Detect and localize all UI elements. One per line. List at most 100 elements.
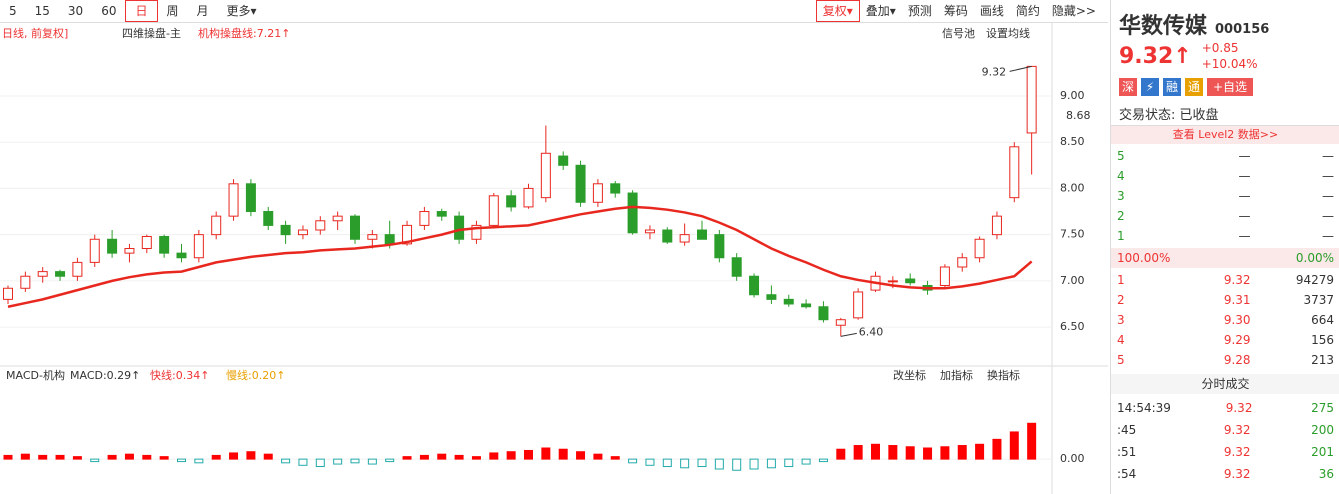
- macd-bar: [836, 448, 846, 460]
- macd-tool: 换指标: [987, 368, 1020, 382]
- y-tick-label: 9.00: [1060, 89, 1085, 102]
- macd-bar: [124, 453, 134, 460]
- macd-bar: [385, 458, 395, 463]
- macd-bar: [159, 456, 169, 460]
- y-tick-label: 6.50: [1060, 320, 1085, 333]
- macd-bar: [177, 458, 186, 463]
- macd-bar: [524, 449, 533, 460]
- macd-label: MACD-机构: [6, 368, 65, 382]
- quote-panel: 华数传媒 000156 9.32↑ +0.85 +10.04% 深 ⚡ 融通 +自选 交易状态: …: [1110, 0, 1339, 494]
- trade-row: :51 9.32 201: [1111, 442, 1339, 464]
- trade-row-cell: 14:54:39: [1117, 401, 1171, 415]
- trade-row-cell: :54: [1117, 467, 1137, 481]
- candle-body: [766, 294, 777, 300]
- macd-label: 慢线:0.20↑: [226, 368, 285, 382]
- period-button[interactable]: 30: [67, 4, 84, 18]
- candle-body: [176, 252, 187, 259]
- macd-bar: [558, 448, 568, 460]
- trade-row-cell: 275: [1311, 401, 1334, 415]
- period-button[interactable]: 日: [125, 0, 158, 22]
- macd-bar: [454, 454, 464, 460]
- candle-body: [991, 215, 1002, 236]
- trade-row-cell: 9.32: [1223, 423, 1251, 437]
- candle-body: [263, 211, 274, 226]
- sell-row-cell: —: [1322, 169, 1335, 183]
- level2-link[interactable]: 查看 Level2 数据>>: [1111, 126, 1339, 144]
- change: +0.85 +10.04%: [1202, 40, 1258, 72]
- candle-body: [506, 195, 517, 208]
- quote-header: 华数传媒 000156: [1111, 0, 1339, 39]
- macd-label: 快线:0.34↑: [150, 368, 209, 382]
- candle-body: [350, 215, 360, 240]
- badge[interactable]: +自选: [1207, 78, 1253, 96]
- sell-row-cell: 1: [1117, 229, 1125, 243]
- candle-body: [37, 271, 48, 277]
- candle-body: [714, 234, 725, 259]
- candle-body: [419, 211, 430, 226]
- tool-button[interactable]: 简约: [1015, 4, 1040, 18]
- macd-bar: [350, 458, 360, 464]
- sell-row-cell: —: [1238, 209, 1251, 223]
- tool-button[interactable]: 预测: [907, 4, 932, 18]
- macd-bar: [55, 454, 65, 460]
- candle-body: [558, 155, 569, 166]
- buy-row-cell: 2: [1117, 293, 1125, 307]
- period-button[interactable]: 5: [9, 4, 17, 18]
- candle-body: [20, 275, 31, 289]
- toolbar-tools: 复权▾ 叠加▾ 预测 筹码 画线 简约 隐藏>>: [815, 0, 1102, 22]
- chart: 日线, 前复权] 四维操盘-主 机构操盘线:7.21↑ 信号池 设置均线 8.68 6.50…: [0, 22, 1108, 494]
- trades-title: 分时成交: [1111, 374, 1339, 394]
- period-button[interactable]: 60: [101, 4, 117, 18]
- candle-body: [89, 238, 100, 263]
- macd-bar: [20, 453, 30, 460]
- macd-bar: [940, 446, 950, 460]
- hover-price: 8.68: [1066, 109, 1091, 122]
- badge: 融: [1163, 78, 1181, 96]
- tool-button[interactable]: 筹码: [943, 4, 968, 18]
- stock-code: 000156: [1215, 22, 1270, 37]
- period-button[interactable]: 月: [196, 4, 209, 18]
- candle-body: [159, 235, 170, 254]
- buy-row-cell: 664: [1311, 313, 1335, 327]
- macd-tool: 加指标: [940, 368, 973, 382]
- candle-body: [3, 287, 13, 300]
- buy-row-cell: 5: [1117, 353, 1125, 367]
- period-button[interactable]: 更多▾: [226, 4, 257, 18]
- y-tick-label: 8.50: [1060, 135, 1085, 148]
- buy-row-cell: 9.30: [1223, 313, 1251, 327]
- candle-body: [211, 215, 222, 236]
- macd-bar: [367, 458, 377, 465]
- macd-bar: [194, 458, 204, 464]
- buy-row-cell: 1: [1117, 273, 1125, 287]
- tool-button[interactable]: 隐藏>>: [1051, 4, 1096, 18]
- annotation-arrow: [840, 332, 857, 337]
- candle-body: [245, 183, 256, 213]
- macd-bar: [298, 458, 308, 466]
- y-tick-label: 8.00: [1060, 181, 1085, 194]
- candle-body: [783, 298, 794, 305]
- tool-button[interactable]: 复权▾: [815, 0, 860, 22]
- sell-row: 4 — —: [1111, 166, 1339, 186]
- sell-row: 2 — —: [1111, 206, 1339, 226]
- macd-bar: [714, 458, 724, 470]
- change-pct: +10.04%: [1201, 57, 1258, 71]
- candle-body: [662, 229, 673, 243]
- macd-bar: [90, 458, 100, 463]
- period-button[interactable]: 周: [166, 4, 179, 18]
- sell-row-cell: —: [1322, 209, 1335, 223]
- tool-button[interactable]: 叠加▾: [865, 4, 896, 18]
- candle-body: [801, 303, 812, 308]
- candle-body: [107, 238, 118, 254]
- candle-body: [905, 278, 916, 284]
- macd-bar: [576, 451, 586, 460]
- candle-body: [697, 229, 707, 240]
- buy-row: 4 9.29 156: [1111, 330, 1339, 350]
- tool-button[interactable]: 画线: [979, 4, 1004, 18]
- macd-bar: [471, 456, 481, 460]
- macd-bar: [402, 456, 412, 460]
- period-button[interactable]: 15: [34, 4, 50, 18]
- sell-row-cell: —: [1238, 169, 1251, 183]
- candle-body: [731, 257, 742, 277]
- trade-row-cell: 9.32: [1223, 445, 1251, 459]
- trade-row-cell: 201: [1311, 445, 1335, 459]
